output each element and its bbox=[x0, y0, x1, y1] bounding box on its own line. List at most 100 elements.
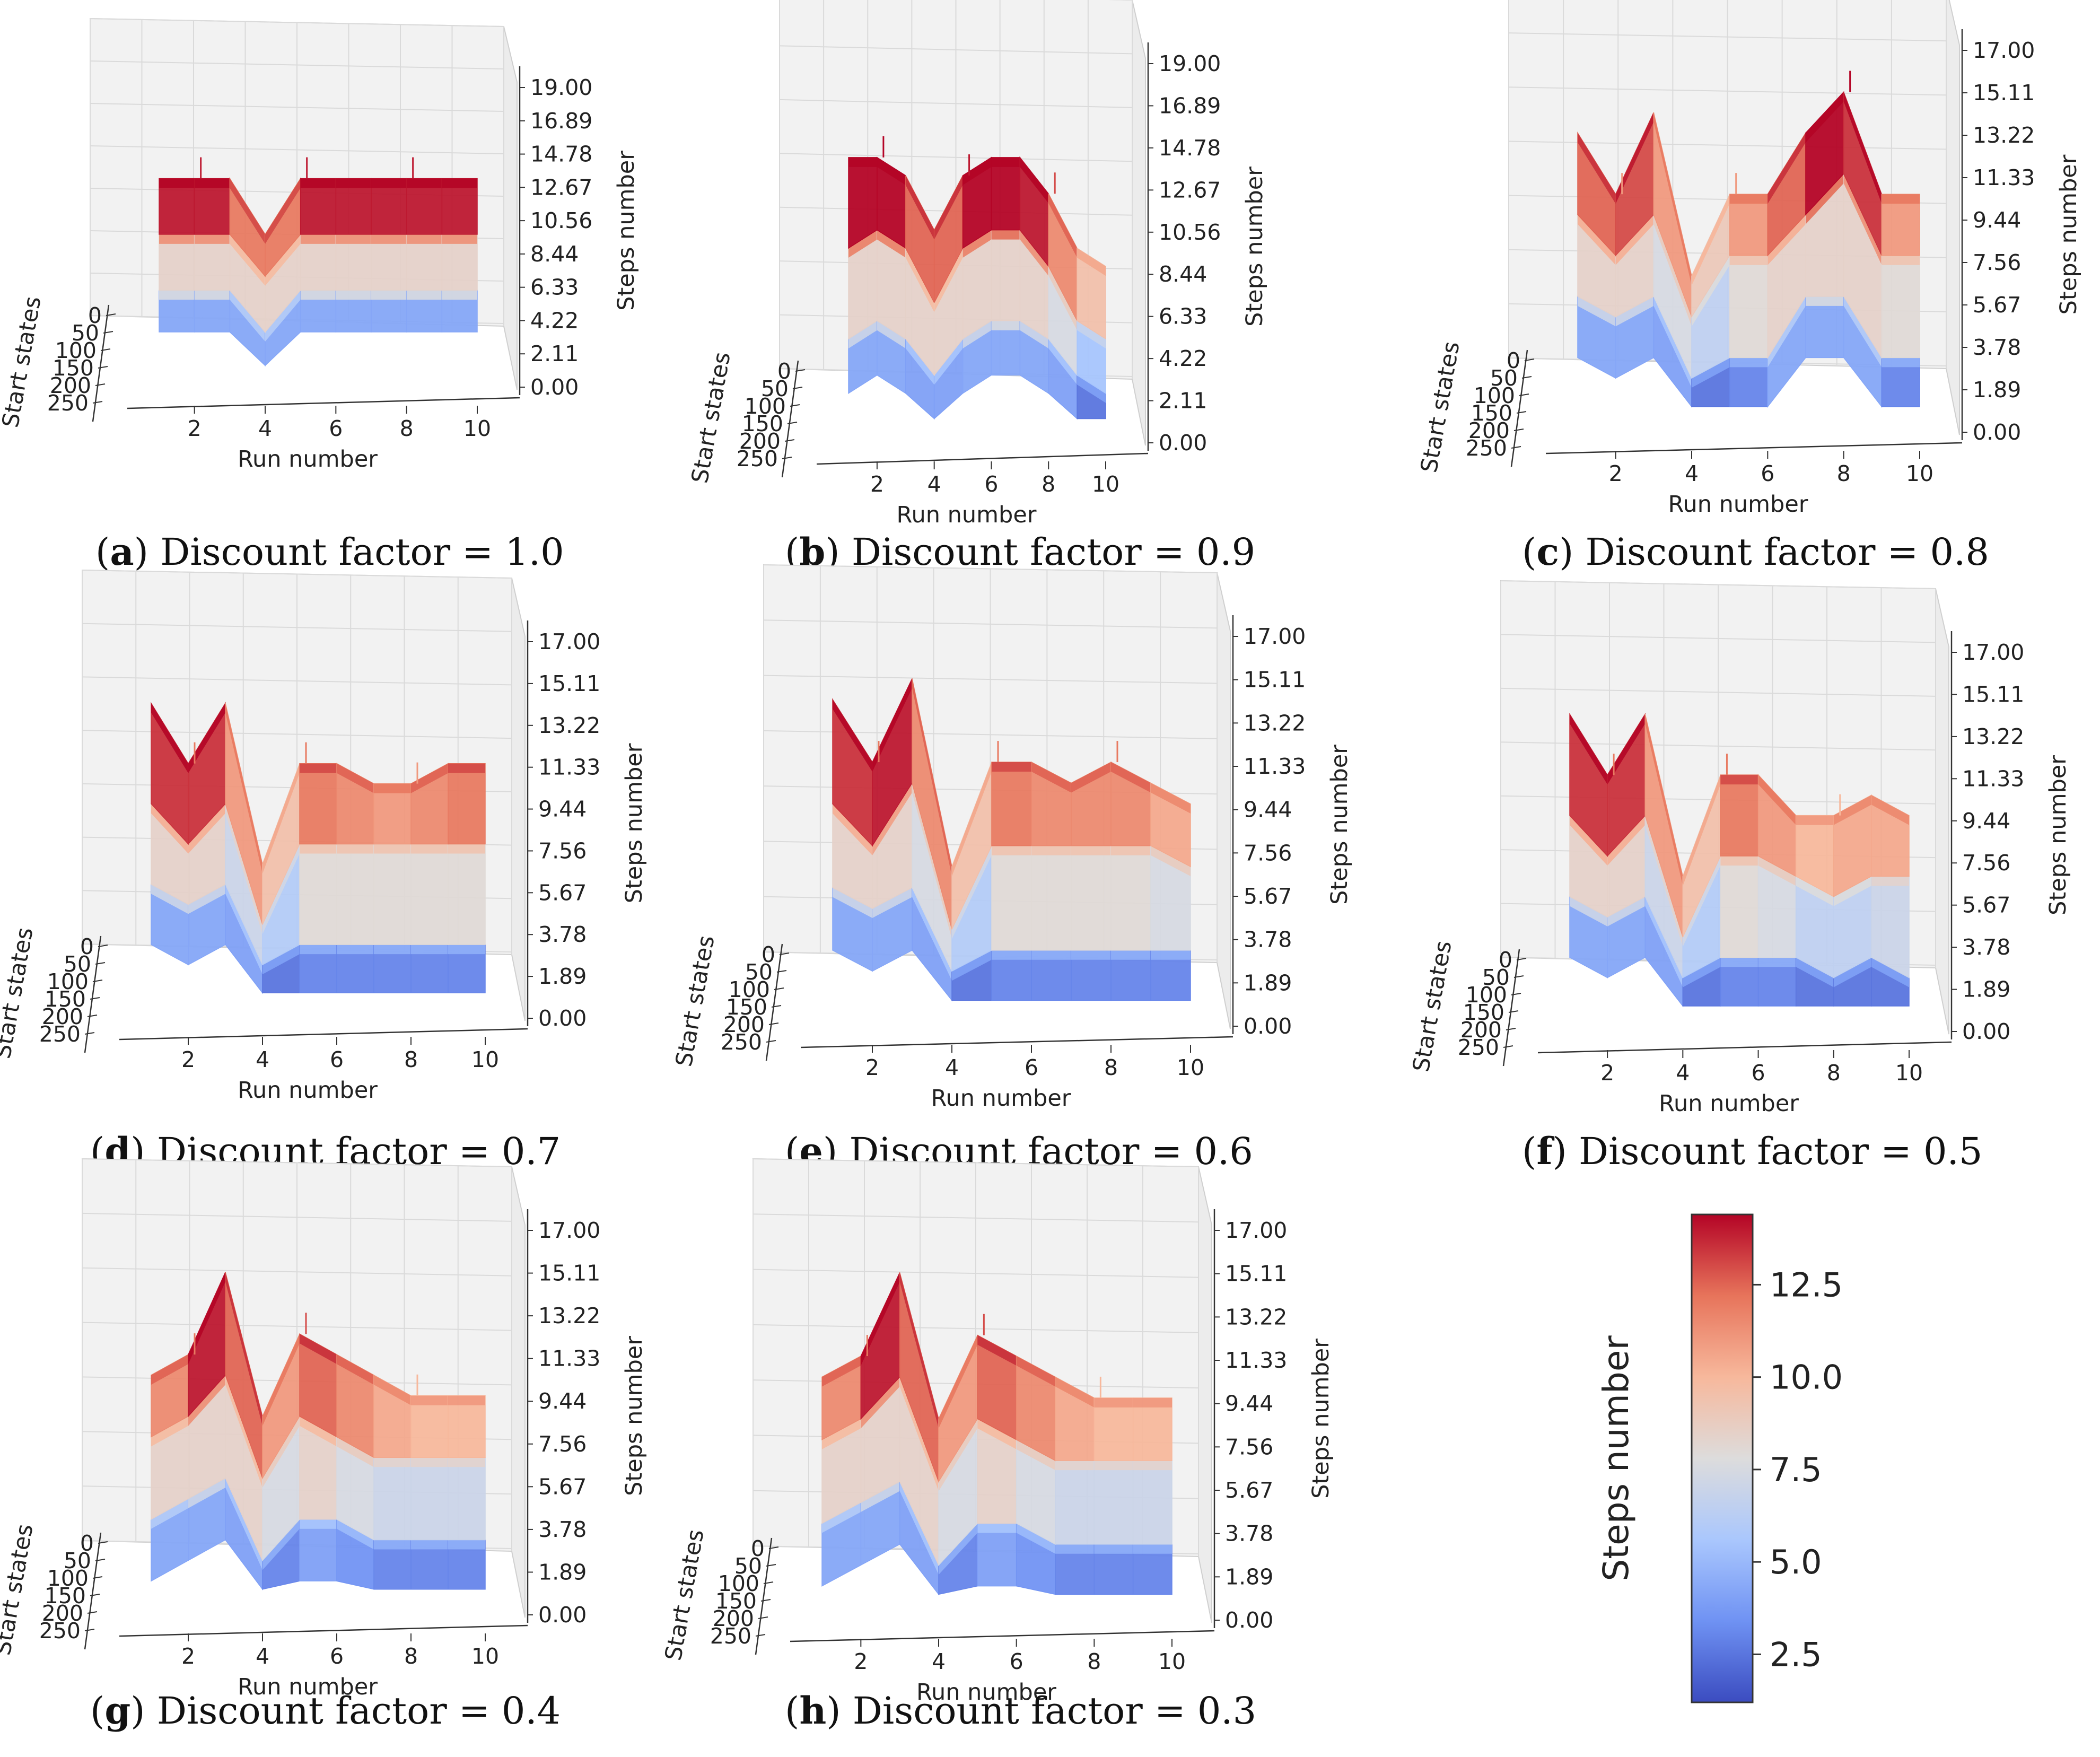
surface-ridge bbox=[230, 290, 265, 342]
y-tick-label: 150 bbox=[1463, 1000, 1504, 1025]
x-tick-label: 8 bbox=[1104, 1055, 1118, 1080]
z-tick-label: 11.33 bbox=[1244, 754, 1306, 779]
surface bbox=[832, 678, 1191, 1002]
z-axis: 0.00 2.11 4.22 6.33 8.44 10.56 12.67 14.78 16.89… bbox=[519, 66, 640, 400]
surface-ridge bbox=[374, 1375, 411, 1405]
z-tick-label: 7.56 bbox=[1225, 1434, 1273, 1459]
z-tick-label: 15.11 bbox=[538, 1261, 600, 1286]
surface-ridge bbox=[1806, 92, 1844, 143]
x-tick-label: 6 bbox=[984, 471, 998, 497]
z-axis: 0.00 1.89 3.78 5.67 7.56 9.44 11.33 13.22 15.11 1… bbox=[1213, 1209, 1334, 1633]
y-tick-label: 150 bbox=[45, 1583, 86, 1609]
y-tick-mark bbox=[782, 457, 792, 459]
y-tick-mark bbox=[90, 997, 100, 1000]
y-tick-label: 50 bbox=[64, 1548, 91, 1574]
grid-line-horizontal bbox=[1508, 86, 1947, 96]
z-tick-label: 8.44 bbox=[1159, 261, 1207, 287]
surface-ridge bbox=[899, 1481, 939, 1575]
surface-ridge bbox=[822, 1419, 861, 1449]
surface-ridge bbox=[1758, 856, 1796, 886]
x-tick-label: 8 bbox=[400, 416, 414, 441]
x-tick-label: 2 bbox=[854, 1649, 868, 1674]
surface-ridge bbox=[1020, 230, 1049, 276]
x-axis: 2 4 6 8 10 Run number bbox=[1537, 1041, 1952, 1117]
surface-ridge bbox=[188, 803, 225, 854]
z-tick-label: 5.67 bbox=[538, 1474, 587, 1499]
surface-band bbox=[299, 843, 337, 945]
z-tick-label: 19.00 bbox=[530, 75, 592, 100]
surface-ridge bbox=[1071, 845, 1111, 855]
surface-ridge bbox=[225, 1375, 262, 1488]
y-tick-mark bbox=[768, 1546, 779, 1549]
z-tick-label: 11.33 bbox=[1225, 1348, 1287, 1373]
surface-ridge bbox=[1048, 338, 1078, 385]
panel-caption: (a) Discount factor = 1.0 bbox=[95, 530, 564, 574]
surface-ridge bbox=[1806, 173, 1844, 224]
surface-ridge bbox=[905, 176, 934, 240]
grid-line-horizontal bbox=[1500, 634, 1936, 643]
x-tick-label: 4 bbox=[945, 1055, 959, 1080]
x-axis-label: Run number bbox=[238, 1674, 378, 1700]
surface-ridge bbox=[262, 763, 300, 874]
z-tick-label: 17.00 bbox=[1973, 38, 2035, 63]
y-tick-label: 250 bbox=[39, 1021, 81, 1047]
surface-ridge bbox=[265, 178, 301, 244]
y-tick-label: 150 bbox=[45, 986, 86, 1012]
surface-ridge bbox=[905, 248, 934, 312]
surface-ridge bbox=[1151, 845, 1191, 877]
surface-ridge bbox=[1653, 214, 1692, 327]
z-tick-label: 13.22 bbox=[1962, 724, 2024, 749]
z-tick-label: 9.44 bbox=[538, 797, 587, 822]
caption-letter: a bbox=[110, 530, 134, 574]
y-tick-label: 100 bbox=[1466, 982, 1507, 1008]
z-tick-label: 7.56 bbox=[1973, 250, 2021, 275]
y-tick-mark bbox=[768, 1022, 779, 1025]
surface-ridge bbox=[1077, 248, 1106, 276]
side-wall bbox=[1935, 588, 1949, 1035]
caption-open-paren: ( bbox=[90, 1689, 104, 1733]
surface-ridge bbox=[1796, 815, 1834, 825]
y-tick-mark bbox=[95, 962, 106, 965]
surface-ridge bbox=[374, 1540, 411, 1550]
surface-ridge bbox=[230, 234, 265, 286]
grid-line-horizontal bbox=[752, 1269, 1199, 1278]
surface-ridge bbox=[1077, 375, 1106, 403]
y-axis-label: Start states bbox=[687, 350, 736, 485]
y-axis-label: Start states bbox=[671, 933, 720, 1069]
y-tick-label: 200 bbox=[739, 429, 781, 454]
colorbar: 2.5 5.0 7.5 10.0 12.5 Steps number bbox=[1596, 1213, 1843, 1703]
z-axis-label: Steps number bbox=[621, 743, 648, 903]
x-tick-label: 2 bbox=[181, 1644, 195, 1669]
surface-ridge bbox=[912, 678, 952, 877]
surface-ridge bbox=[1871, 957, 1909, 987]
surface-ridge bbox=[374, 783, 411, 793]
surface-ridge bbox=[1607, 714, 1646, 785]
y-tick-mark bbox=[84, 1629, 95, 1631]
surface-ridge bbox=[1133, 1397, 1172, 1408]
surface-ridge bbox=[188, 1375, 225, 1426]
surface-band bbox=[1132, 1460, 1172, 1545]
z-tick-label: 0.00 bbox=[1159, 430, 1207, 456]
y-tick-mark bbox=[1511, 446, 1521, 449]
surface-ridge bbox=[992, 845, 1031, 855]
surface-band bbox=[1031, 845, 1072, 951]
surface-ridge bbox=[934, 338, 963, 385]
surface-ridge bbox=[1020, 157, 1049, 204]
surface-ridge bbox=[448, 844, 485, 854]
y-tick-label: 250 bbox=[1458, 1035, 1499, 1060]
grid-line-horizontal bbox=[1500, 687, 1936, 697]
surface-ridge bbox=[962, 157, 992, 186]
surface-ridge bbox=[194, 178, 230, 188]
z-axis-label: Steps number bbox=[1326, 745, 1353, 905]
z-tick-label: 0.00 bbox=[538, 1006, 587, 1031]
surface-ridge bbox=[1055, 1544, 1095, 1554]
surface-ridge bbox=[225, 884, 262, 975]
x-tick-label: 10 bbox=[1895, 1060, 1923, 1086]
y-tick-mark bbox=[1503, 1045, 1513, 1048]
z-tick-label: 7.56 bbox=[538, 1431, 587, 1457]
z-tick-label: 9.44 bbox=[1244, 797, 1292, 823]
surface-ridge bbox=[1871, 876, 1909, 886]
surface-ridge bbox=[1882, 357, 1920, 368]
surface-ridge bbox=[848, 230, 877, 258]
surface-ridge bbox=[912, 783, 952, 939]
